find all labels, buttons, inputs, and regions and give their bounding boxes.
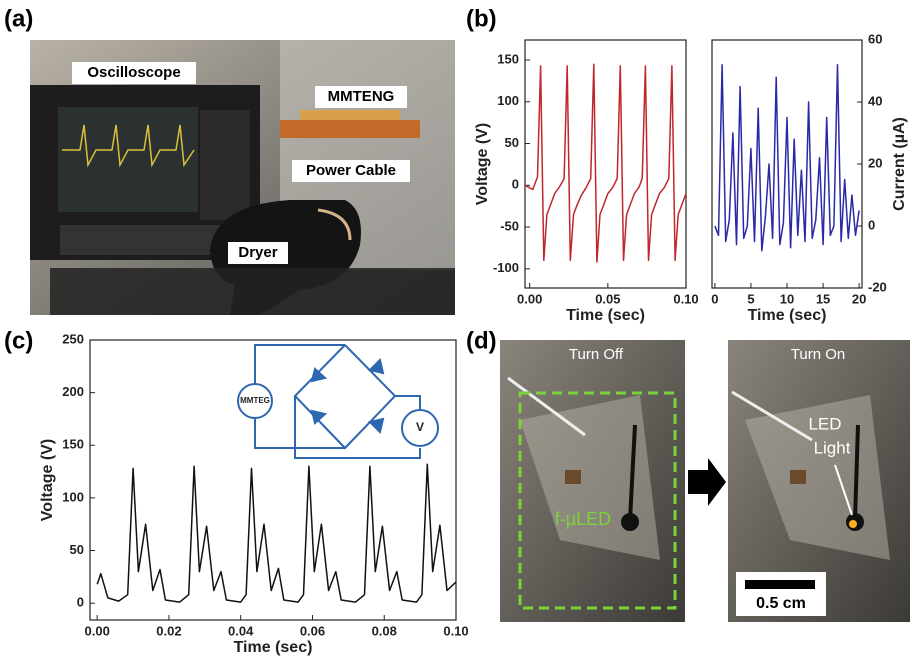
y-tick-label: 200 xyxy=(62,384,84,399)
x-tick-label: 10 xyxy=(780,291,794,306)
y-tick-label: -50 xyxy=(500,218,519,233)
photo-label: MMTENG xyxy=(328,88,395,105)
x-axis-label: Time (sec) xyxy=(748,307,827,324)
x-tick-label: 20 xyxy=(852,291,866,306)
y-tick-label: 0 xyxy=(77,595,84,610)
x-tick-label: 5 xyxy=(747,291,754,306)
x-axis-label: Time (sec) xyxy=(566,307,645,324)
y-tick-label: 100 xyxy=(497,93,519,108)
plot-frame xyxy=(90,340,456,620)
y-tick-label: 250 xyxy=(62,331,84,346)
data-line xyxy=(97,464,456,602)
y-tick-label: 150 xyxy=(62,437,84,452)
panel-label: (d) xyxy=(466,327,497,354)
photo-label: f-µLED xyxy=(555,509,611,529)
photo-label: Power Cable xyxy=(306,162,396,179)
y-tick-label: 100 xyxy=(62,489,84,504)
figure: (a) (b) (c) (d) Oscilloscope MMTENG Powe… xyxy=(0,0,912,671)
x-tick-label: 0.10 xyxy=(443,623,468,638)
x-tick-label: 0.00 xyxy=(517,291,542,306)
x-tick-label: 0.08 xyxy=(372,623,397,638)
photo-a: Oscilloscope MMTENG Power Cable Dryer xyxy=(30,40,455,315)
photo-label: LED xyxy=(808,414,841,433)
y-axis-label: Current (µA) xyxy=(891,117,908,211)
circuit-label: MMTEG xyxy=(240,396,270,405)
plot-frame xyxy=(525,40,686,288)
panel-label: (a) xyxy=(4,5,33,32)
y-tick-label: 20 xyxy=(868,155,882,170)
x-tick-label: 0.05 xyxy=(595,291,620,306)
y-tick-label: 150 xyxy=(497,51,519,66)
y-tick-label: -20 xyxy=(868,279,887,294)
x-tick-label: 0 xyxy=(711,291,718,306)
panel-label: (b) xyxy=(466,5,497,32)
photo-label: Oscilloscope xyxy=(87,64,180,81)
y-tick-label: 50 xyxy=(70,542,84,557)
y-tick-label: 60 xyxy=(868,31,882,46)
photo-label: Dryer xyxy=(238,244,277,261)
y-tick-label: 40 xyxy=(868,93,882,108)
panel-label: (c) xyxy=(4,327,33,354)
scale-label: 0.5 cm xyxy=(756,595,806,612)
y-tick-label: 0 xyxy=(512,177,519,192)
photo-label: Light xyxy=(814,438,851,457)
data-line xyxy=(715,65,859,251)
y-axis-label: Voltage (V) xyxy=(474,123,491,205)
x-axis-label: Time (sec) xyxy=(234,639,313,656)
x-tick-label: 0.00 xyxy=(85,623,110,638)
photo-label: Turn On xyxy=(791,346,845,363)
x-tick-label: 15 xyxy=(816,291,830,306)
x-tick-label: 0.06 xyxy=(300,623,325,638)
x-tick-label: 0.10 xyxy=(673,291,698,306)
data-line xyxy=(525,64,686,262)
y-tick-label: 0 xyxy=(868,217,875,232)
x-tick-label: 0.02 xyxy=(156,623,181,638)
circuit-label: V xyxy=(416,420,424,434)
x-tick-label: 0.04 xyxy=(228,623,254,638)
photo-d: Turn Off Turn On f-µLED LED Light 0.5 cm xyxy=(500,340,910,622)
photo-label: Turn Off xyxy=(569,346,624,363)
y-tick-label: -100 xyxy=(493,260,519,275)
y-tick-label: 50 xyxy=(505,135,519,150)
y-axis-label: Voltage (V) xyxy=(39,439,56,521)
